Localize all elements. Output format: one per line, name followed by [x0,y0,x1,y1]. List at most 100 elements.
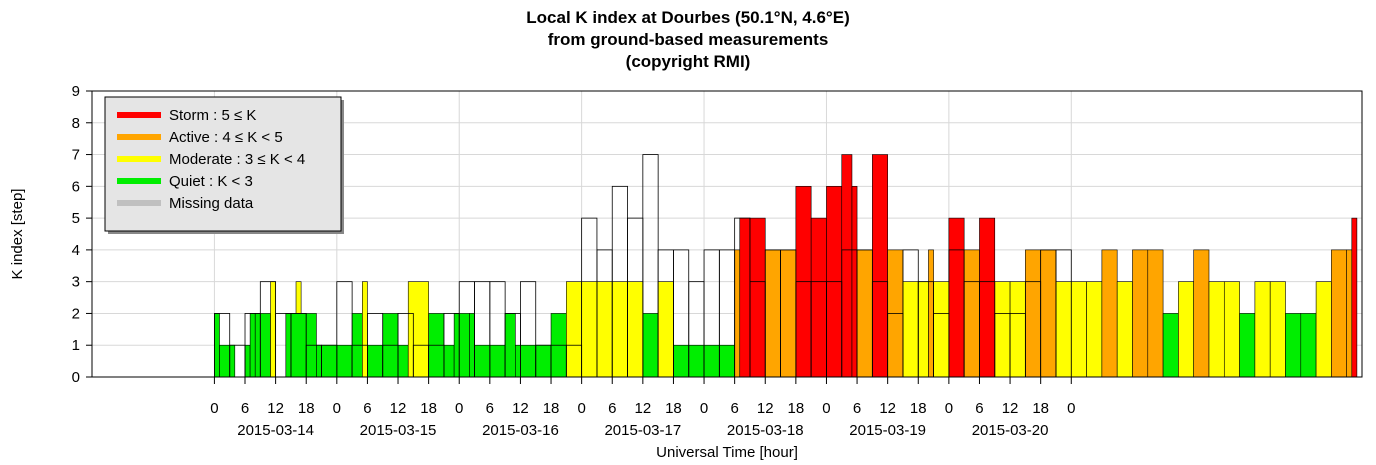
chart-title-line-2: from ground-based measurements [547,30,829,49]
k-bar [749,217,766,378]
x-hour-label: 6 [363,400,371,417]
k-bar [933,281,950,378]
k-bar [1025,249,1041,378]
x-hour-label: 6 [730,400,738,417]
k-bar [872,154,888,378]
k-bar [581,281,598,378]
k-bar [244,344,251,378]
k-bar [290,313,307,378]
x-hour-label: 0 [700,400,708,417]
y-tick-label: 3 [72,274,80,291]
y-axis: 0 1 2 3 4 5 6 7 8 9 [72,83,92,386]
y-axis-title: K index [step] [9,189,26,280]
k-bar [657,281,674,378]
x-date-label: 2015-03-14 [237,422,314,439]
k-bar [397,344,409,378]
k-bar [214,313,220,378]
x-hour-label: 12 [634,400,651,417]
k-bar [1285,313,1302,378]
y-tick-label: 2 [72,305,80,322]
k-bar [1009,281,1026,378]
legend-label: Quiet : K < 3 [169,173,253,190]
k-bar [1300,313,1317,378]
x-date-label: 2015-03-17 [604,422,681,439]
x-hour-label: 6 [608,400,616,417]
k-bar [443,344,455,378]
k-bar [627,281,644,378]
y-tick-label: 5 [72,210,80,227]
k-bar [719,344,735,378]
x-date-label: 2015-03-16 [482,422,559,439]
k-bar [469,313,475,378]
x-hour-label: 0 [577,400,585,417]
k-bar [254,313,271,378]
x-hour-label: 0 [455,400,463,417]
k-bar [856,249,873,378]
k-bar [316,344,338,378]
x-hour-label: 6 [241,400,249,417]
x-hour-label: 12 [1002,400,1019,417]
x-hour-label: 6 [975,400,983,417]
k-bar [1239,313,1256,378]
k-bar [285,313,292,378]
k-bar [1193,249,1210,378]
k-bar [1101,249,1118,378]
k-bar [1070,281,1087,378]
x-hour-label: 0 [1067,400,1075,417]
x-hour-label: 18 [910,400,927,417]
k-bar [994,281,1011,378]
k-bar [1254,281,1271,378]
k-bar [780,249,797,378]
legend-label: Missing data [169,195,254,212]
k-bar [474,344,491,378]
k-bar [453,313,470,378]
k-bar [249,313,256,378]
x-date-label: 2015-03-18 [727,422,804,439]
k-bar [1346,249,1353,378]
k-bar [810,217,827,378]
x-date-label: 2015-03-15 [360,422,437,439]
k-bar [963,249,980,378]
k-bar [1040,249,1057,378]
x-hour-label: 12 [390,400,407,417]
k-bar [407,281,429,378]
x-hour-label: 6 [853,400,861,417]
k-bar [1147,249,1164,378]
legend-box [104,96,342,232]
k-bar [367,344,384,378]
k-bar [1351,217,1358,378]
x-hour-label: 18 [543,400,560,417]
legend: Storm : 5 ≤ K Active : 4 ≤ K < 5 Moderate … [104,96,344,234]
x-hour-label: 0 [210,400,218,417]
k-bar [764,249,781,378]
x-hour-label: 18 [788,400,805,417]
x-hour-label: 18 [298,400,315,417]
k-bar [566,281,582,378]
x-hour-label: 12 [757,400,774,417]
k-bar [1116,281,1133,378]
bars-layer [214,154,1358,378]
k-bar [535,344,552,378]
x-hour-label: 18 [1032,400,1049,417]
k-bar [642,313,659,378]
plot-frame [91,90,1363,378]
k-bar [739,217,751,378]
y-tick-label: 1 [72,337,80,354]
k-bar [1086,281,1103,378]
k-bar [703,344,720,378]
k-bar [851,186,858,378]
k-bar [336,344,353,378]
x-hour-label: 12 [267,400,284,417]
k-bar [1132,249,1149,378]
k-bar [928,249,934,378]
y-tick-label: 0 [72,369,80,386]
legend-label: Moderate : 3 ≤ K < 4 [169,151,305,168]
k-bar [673,344,690,378]
k-bar [948,217,965,378]
k-bar [515,344,537,378]
y-tick-label: 8 [72,115,80,132]
y-tick-label: 4 [72,242,80,259]
y-tick-label: 7 [72,147,80,164]
chart-title-line-1: Local K index at Dourbes (50.1°N, 4.6°E) [526,8,850,27]
